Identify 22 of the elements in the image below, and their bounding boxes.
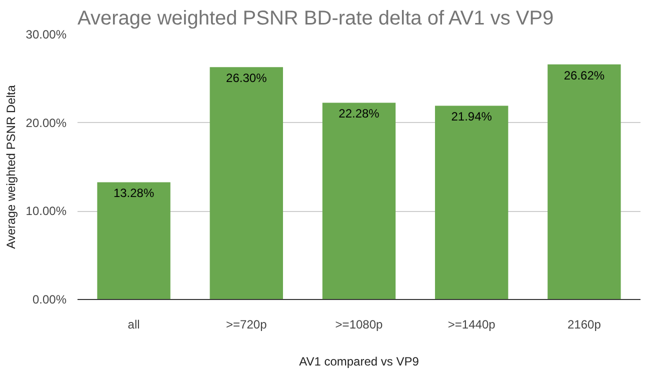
x-axis-title: AV1 compared vs VP9 bbox=[299, 354, 420, 368]
y-tick-label: 20.00% bbox=[26, 116, 67, 130]
bar bbox=[548, 64, 621, 300]
x-tick-label: 2160p bbox=[568, 318, 602, 332]
data-label: 26.30% bbox=[226, 71, 268, 86]
x-tick-label: >=1440p bbox=[448, 318, 496, 332]
bar bbox=[435, 106, 508, 300]
x-tick-label: >=1080p bbox=[335, 318, 384, 332]
bar bbox=[322, 102, 396, 300]
bar bbox=[97, 182, 170, 300]
y-tick-label: 10.00% bbox=[26, 204, 67, 218]
chart-title: Average weighted PSNR BD-rate delta of AV1 vs VP9 bbox=[78, 8, 554, 30]
x-tick-label: >=720p bbox=[226, 318, 268, 332]
x-tick-label: all bbox=[128, 318, 140, 332]
y-axis-title: Average weighted PSNR Delta bbox=[4, 84, 18, 249]
data-label: 26.62% bbox=[564, 68, 605, 82]
y-tick-label: 30.00% bbox=[26, 28, 67, 42]
data-label: 13.28% bbox=[113, 186, 154, 200]
data-label: 22.28% bbox=[338, 106, 380, 121]
data-label: 21.94% bbox=[451, 110, 492, 124]
y-tick-label: 0.00% bbox=[32, 292, 67, 306]
bar bbox=[210, 67, 283, 300]
